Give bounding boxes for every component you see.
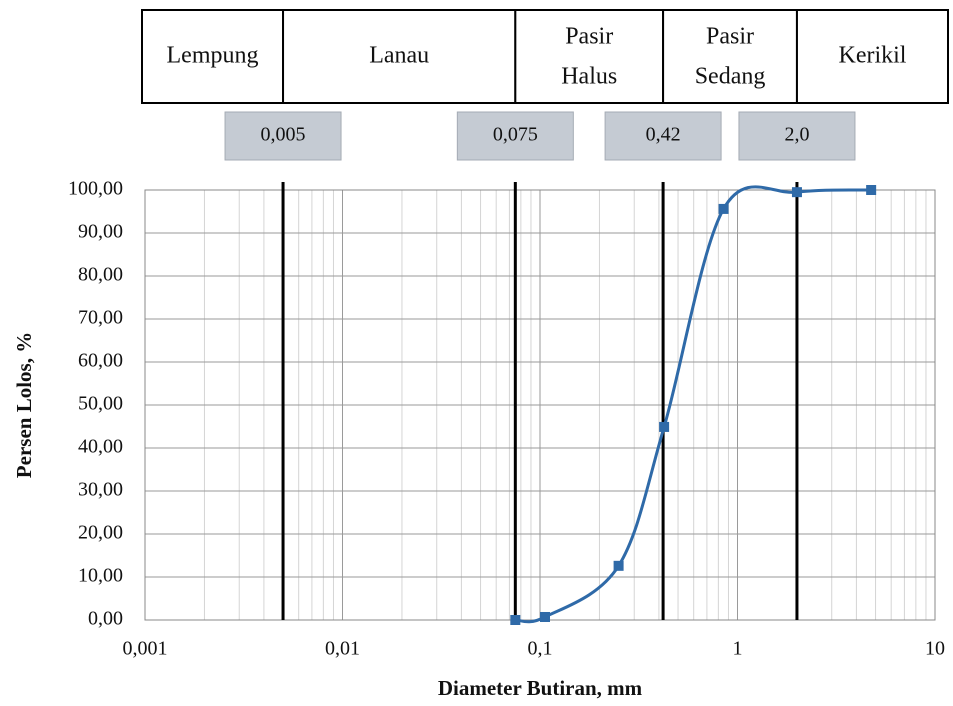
y-tick-label: 100,00 [68,178,123,200]
y-tick-label: 0,00 [88,608,123,630]
class-label: Halus [561,64,617,90]
y-axis-title: Persen Lolos, % [12,332,36,478]
x-axis-title: Diameter Butiran, mm [438,676,643,700]
class-cell [282,9,517,104]
class-label: Lanau [369,43,429,69]
x-tick-label: 0,1 [528,638,553,660]
class-label: Lempung [167,43,259,69]
y-tick-label: 90,00 [78,221,123,243]
boundary-box [456,111,574,161]
boundary-label: 0,075 [493,124,538,146]
boundary-label: 0,005 [261,124,306,146]
class-cell [662,9,798,104]
class-cell [141,9,285,104]
y-tick-label: 70,00 [78,307,123,329]
y-tick-label: 20,00 [78,522,123,544]
data-point [510,615,521,625]
y-tick-label: 60,00 [78,350,123,372]
data-point [613,560,624,571]
data-point [866,185,877,195]
boundary-box [604,111,722,161]
y-tick-label: 50,00 [78,393,123,415]
boundary-box [224,111,342,161]
y-tick-label: 10,00 [78,565,123,587]
data-point [718,203,729,214]
class-label: Kerikil [838,43,906,69]
x-tick-label: 1 [733,638,743,660]
series-line [515,185,872,624]
class-cell [514,9,665,104]
class-label: Pasir [565,24,613,50]
x-tick-label: 10 [925,638,945,660]
x-tick-label: 0,01 [325,638,360,660]
y-tick-label: 30,00 [78,479,123,501]
class-cell [795,9,949,104]
data-point [659,421,670,432]
x-tick-label: 0,001 [123,638,168,660]
boundary-box [738,111,856,161]
y-tick-label: 40,00 [78,436,123,458]
class-label: Sedang [695,64,766,90]
data-point [539,611,550,622]
boundary-label: 2,0 [784,124,809,146]
y-tick-label: 80,00 [78,264,123,286]
data-point [791,187,802,198]
class-label: Pasir [706,24,754,50]
boundary-label: 0,42 [646,124,681,146]
